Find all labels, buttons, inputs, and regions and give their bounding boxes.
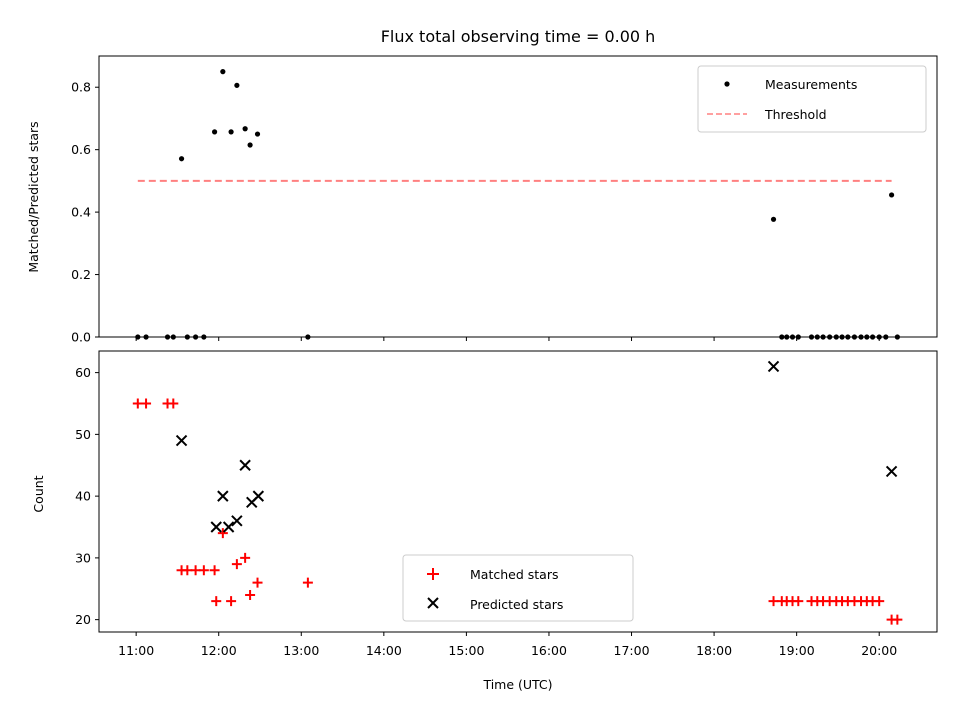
predicted-star-point: [231, 515, 243, 527]
measurement-point: [247, 142, 253, 148]
top-y-tick-label: 0.6: [71, 142, 91, 157]
predicted-star-point: [217, 490, 229, 502]
legend-measurements-label: Measurements: [765, 77, 857, 92]
predicted-star-point: [210, 521, 222, 533]
bottom-x-tick-label: 17:00: [614, 643, 650, 658]
predicted-star-point: [175, 434, 188, 447]
legend-predicted-label: Predicted stars: [470, 597, 563, 612]
bottom-x-tick-label: 14:00: [366, 643, 402, 658]
matched-star-point: [141, 398, 152, 409]
matched-star-point: [874, 596, 885, 607]
top-axes-frame: [98, 55, 938, 338]
top-y-ticks: 0.0 0.2 0.4 0.6 0.8: [71, 80, 99, 345]
top-y-tick-label: 0.0: [71, 330, 91, 345]
bottom-x-tick-label: 13:00: [283, 643, 319, 658]
bottom-legend-box: [402, 554, 634, 622]
legend-measurements-marker: [724, 81, 730, 87]
top-legend-box: [697, 65, 927, 133]
matched-star-point: [231, 559, 242, 570]
bottom-y-axis-label: Count: [31, 475, 46, 512]
measurement-point: [234, 82, 240, 88]
bottom-legend: Matched stars Predicted stars: [402, 554, 634, 622]
bottom-y-tick-label: 60: [75, 365, 91, 380]
bottom-y-tick-label: 50: [75, 427, 91, 442]
bottom-x-tick-label: 15:00: [448, 643, 484, 658]
predicted-star-point: [767, 360, 780, 373]
matched-star-point: [209, 565, 220, 576]
matched-star-point: [252, 577, 263, 588]
bottom-y-tick-label: 20: [75, 612, 91, 627]
bottom-y-tick-label: 40: [75, 489, 91, 504]
bottom-x-axis-label: Time (UTC): [482, 677, 552, 692]
legend-matched-marker: [427, 568, 439, 580]
top-chart-title: Flux total observing time = 0.00 h: [381, 27, 656, 46]
measurement-point: [888, 192, 895, 198]
matched-star-point: [892, 614, 903, 625]
bottom-y-tick-label: 30: [75, 550, 91, 565]
predicted-star-point: [222, 521, 235, 533]
bottom-x-tick-label: 18:00: [696, 643, 732, 658]
bottom-x-ticks: 11:00 12:00 13:00 14:00 15:00 16:00 17:00 18:00…: [118, 632, 897, 658]
top-legend: Measurements Threshold: [697, 65, 927, 133]
bottom-x-tick-label: 19:00: [779, 643, 815, 658]
matched-star-point: [302, 577, 313, 588]
bottom-axes-frame: [98, 350, 938, 633]
bottom-y-ticks: 20 30 40 50 60: [75, 365, 99, 627]
legend-matched-label: Matched stars: [470, 567, 558, 582]
top-y-tick-label: 0.2: [71, 267, 91, 282]
bottom-plot-marks: [132, 360, 903, 625]
measurement-point: [211, 129, 218, 135]
top-y-tick-label: 0.4: [71, 205, 91, 220]
matched-star-point: [211, 596, 222, 607]
top-plot-marks: [135, 69, 900, 340]
measurement-point: [242, 126, 248, 132]
matched-star-point: [240, 552, 251, 563]
predicted-star-point: [885, 465, 898, 478]
top-y-tick-label: 0.8: [71, 80, 91, 95]
matched-star-point: [226, 596, 237, 607]
measurement-point: [220, 69, 226, 75]
matched-star-point: [168, 398, 179, 409]
bottom-x-tick-label: 16:00: [531, 643, 567, 658]
matched-star-point: [217, 528, 228, 539]
measurement-point: [770, 216, 777, 222]
matched-star-point: [198, 565, 209, 576]
measurement-point: [228, 129, 234, 135]
bottom-x-tick-label: 20:00: [861, 643, 897, 658]
legend-threshold-label: Threshold: [764, 107, 827, 122]
top-panel: Flux total observing time = 0.00 h Match…: [26, 27, 938, 345]
predicted-star-point: [239, 459, 251, 471]
measurement-point: [254, 131, 261, 137]
bottom-x-tick-label: 12:00: [201, 643, 237, 658]
matched-star-point: [793, 596, 804, 607]
matched-star-point: [245, 589, 256, 600]
top-y-axis-label: Matched/Predicted stars: [26, 121, 41, 272]
predicted-star-point: [252, 490, 265, 502]
legend-predicted-marker: [427, 597, 439, 609]
bottom-x-tick-label: 11:00: [118, 643, 154, 658]
measurement-point: [178, 156, 185, 162]
bottom-panel: Count Time (UTC) 20 30 40 50 60 11:00 12:00 13…: [31, 350, 938, 692]
